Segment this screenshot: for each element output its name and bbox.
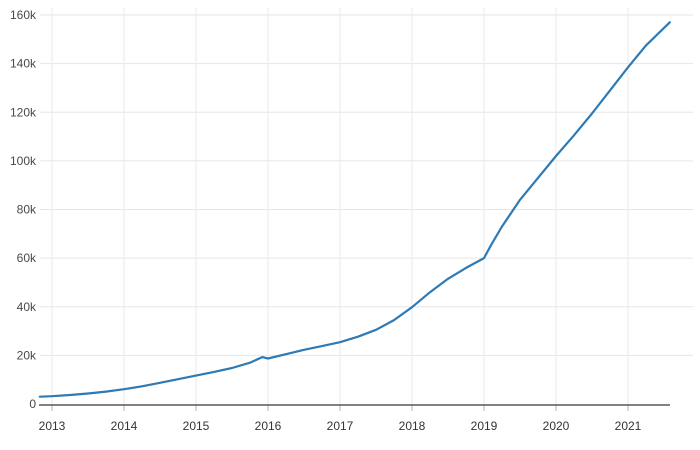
x-tick-label: 2018 [399,419,426,433]
x-tick-label: 2014 [111,419,138,433]
y-tick-label: 80k [17,203,37,217]
x-tick-label: 2017 [327,419,354,433]
x-tick-label: 2013 [39,419,66,433]
y-tick-label: 100k [10,154,37,168]
y-tick-label: 120k [10,105,37,119]
y-tick-label: 60k [17,251,37,265]
y-tick-label: 40k [17,300,37,314]
y-tick-label: 160k [10,8,37,22]
y-tick-label: 0 [29,397,36,411]
y-tick-label: 20k [17,348,37,362]
x-tick-label: 2019 [471,419,498,433]
x-tick-label: 2016 [255,419,282,433]
data-line-series [38,21,671,398]
x-tick-label: 2015 [183,419,210,433]
x-tick-label: 2021 [615,419,642,433]
x-tick-label: 2020 [543,419,570,433]
y-tick-label: 140k [10,57,37,71]
